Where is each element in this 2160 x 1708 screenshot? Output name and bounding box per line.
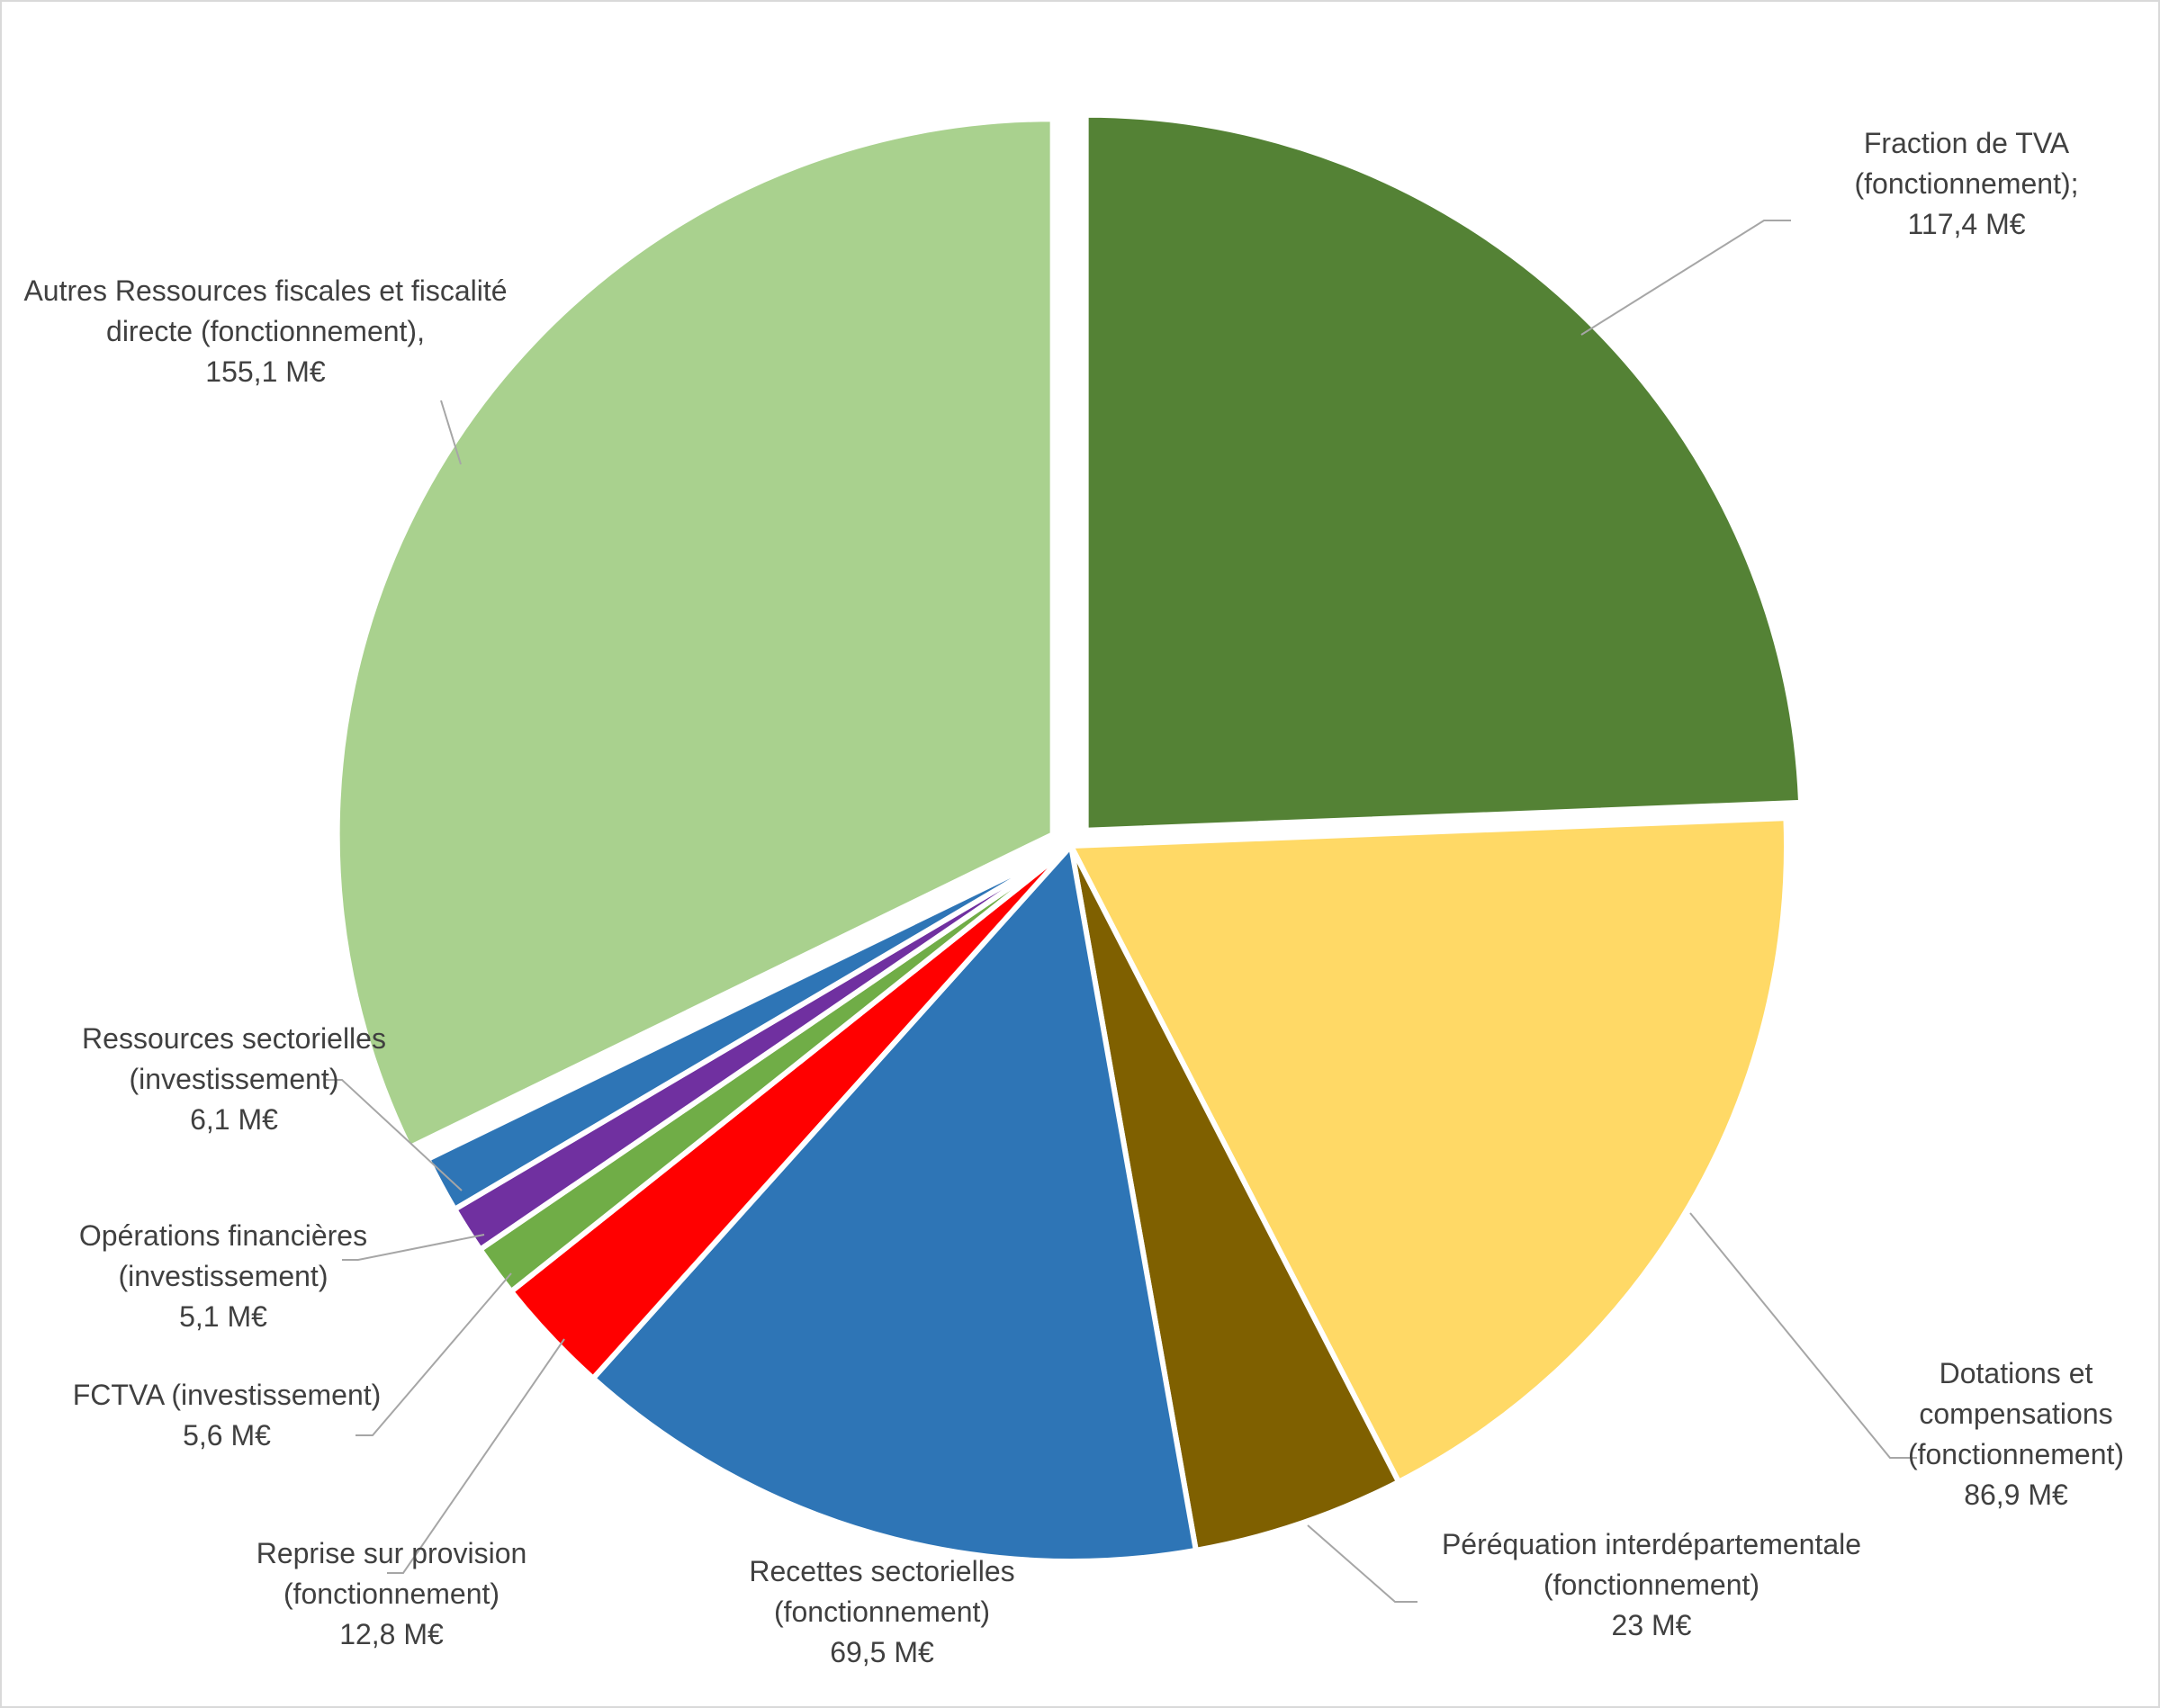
data-label-9: Autres Ressources fiscales et fiscalité d… [23,274,507,388]
data-label-line: 5,6 M€ [183,1419,271,1452]
leader-line-6 [356,1272,512,1436]
data-label-line: Dotations et [1940,1357,2093,1389]
leader-lines [324,220,1917,1603]
data-label-line: (fonctionnement) [1908,1438,2124,1470]
data-label-line: compensations [1919,1398,2112,1430]
data-label-line: FCTVA (investissement) [73,1379,382,1411]
leader-line-8 [324,1079,463,1191]
data-label-6: FCTVA (investissement) 5,6 M€ [73,1379,382,1452]
pie-slice-9 [334,116,1056,1151]
data-label-line: 117,4 M€ [1907,208,2025,240]
pie-slice-1 [1083,112,1804,833]
data-label-line: (investissement) [119,1260,328,1292]
leader-line-1 [1580,220,1791,336]
data-label-7: Opérations financières (investissement) 5,… [79,1219,367,1333]
data-label-2: Dotations et compensations (fonctionnement… [1908,1357,2124,1511]
data-label-line: (investissement) [130,1063,339,1095]
pie-slice-2 [1068,815,1789,1485]
data-label-line: 6,1 M€ [190,1103,278,1136]
data-label-line: 155,1 M€ [205,355,326,388]
data-label-line: Recettes sectorielles [749,1555,1014,1587]
data-label-line: Fraction de TVA [1864,127,2070,159]
data-label-line: 12,8 M€ [339,1618,444,1650]
pie-slice-4 [590,843,1199,1565]
leader-line-9 [440,400,462,465]
data-label-3: Péréquation interdépartementale (fonction… [1442,1528,1861,1641]
leader-line-3 [1307,1524,1418,1603]
data-labels: Fraction de TVA (fonctionnement); 117,4 M€… [23,127,2124,1668]
data-label-line: (fonctionnement) [284,1578,500,1610]
data-label-line: 69,5 M€ [830,1636,934,1668]
pie-slices [334,112,1804,1565]
leader-line-2 [1689,1212,1917,1459]
data-label-1: Fraction de TVA (fonctionnement); 117,4 M€ [1854,127,2078,240]
data-label-line: (fonctionnement) [774,1596,990,1628]
data-label-line: 86,9 M€ [1964,1479,2068,1511]
data-label-line: 23 M€ [1612,1609,1692,1641]
data-label-line: (fonctionnement) [1544,1569,1760,1601]
data-label-line: Autres Ressources fiscales et fiscalité [23,274,507,307]
data-label-line: directe (fonctionnement), [106,315,425,347]
data-label-8: Ressources sectorielles (investissement) 6… [82,1022,386,1136]
data-label-line: 5,1 M€ [179,1300,267,1333]
leader-line-5 [387,1338,565,1574]
data-label-line: Péréquation interdépartementale [1442,1528,1861,1560]
data-label-5: Reprise sur provision (fonctionnement) 12,… [256,1537,527,1650]
data-label-line: Opérations financières [79,1219,367,1252]
pie-slice-3 [1068,843,1402,1553]
data-label-line: Ressources sectorielles [82,1022,386,1055]
data-label-line: Reprise sur provision [256,1537,527,1569]
data-label-4: Recettes sectorielles (fonctionnement) 69,… [749,1555,1014,1668]
data-label-line: (fonctionnement); [1854,167,2078,200]
leader-line-7 [342,1234,485,1261]
